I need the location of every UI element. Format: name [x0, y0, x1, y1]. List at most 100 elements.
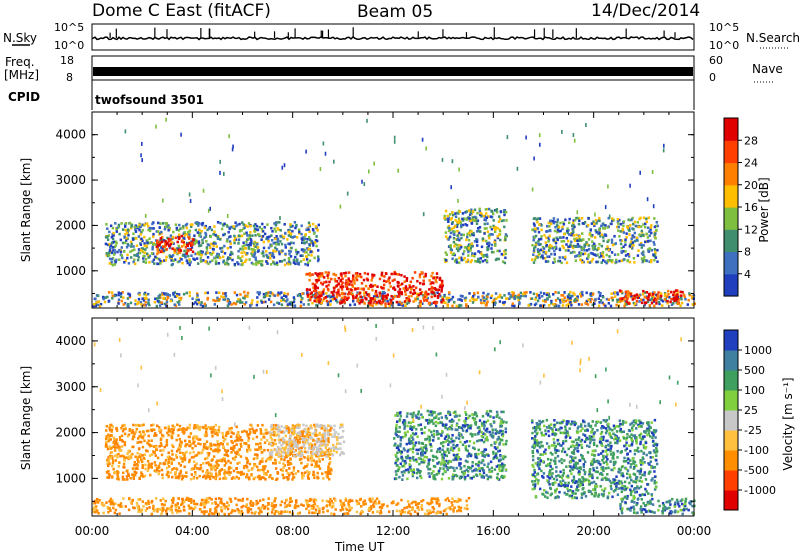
heatmap-cell — [317, 223, 320, 227]
heatmap-cell — [144, 261, 148, 264]
heatmap-cell — [136, 225, 140, 228]
heatmap-cell — [613, 243, 616, 246]
heatmap-cell — [136, 467, 139, 470]
heatmap-cell — [286, 298, 289, 301]
heatmap-cell — [306, 272, 309, 276]
heatmap-cell — [434, 302, 437, 305]
heatmap-cell — [680, 294, 683, 297]
heatmap-cell — [375, 303, 378, 306]
heatmap-cell — [501, 301, 505, 304]
heatmap-cell — [152, 227, 155, 230]
heatmap-cell — [200, 498, 204, 502]
heatmap-cell — [563, 232, 566, 236]
heatmap-cell — [328, 503, 332, 507]
heatmap-cell — [424, 292, 427, 295]
heatmap-cell — [329, 501, 332, 505]
heatmap-cell — [360, 275, 363, 279]
heatmap-cell — [167, 451, 170, 455]
heatmap-cell — [422, 275, 426, 279]
heatmap-cell — [502, 253, 505, 257]
heatmap-cell — [598, 255, 601, 259]
heatmap-cell — [215, 255, 218, 258]
heatmap-cell — [152, 504, 155, 508]
heatmap-cell — [561, 227, 564, 231]
heatmap-cell — [137, 301, 140, 305]
heatmap-cell — [151, 260, 154, 263]
heatmap-cell — [604, 234, 608, 237]
heatmap-cell — [134, 224, 137, 227]
heatmap-cell — [108, 243, 111, 246]
heatmap-cell — [286, 292, 289, 296]
heatmap-cell — [108, 462, 111, 466]
heatmap-cell — [581, 222, 584, 225]
heatmap-cell — [112, 249, 115, 252]
heatmap-cell — [291, 229, 294, 233]
heatmap-cell — [414, 500, 417, 504]
heatmap-cell — [206, 291, 209, 295]
heatmap-cell — [215, 460, 218, 464]
heatmap-cell — [483, 299, 486, 303]
heatmap-cell — [155, 124, 157, 129]
heatmap-cell — [196, 294, 199, 297]
heatmap-cell — [251, 234, 254, 237]
heatmap-cell — [604, 304, 607, 308]
heatmap-cell — [547, 249, 551, 252]
heatmap-cell — [307, 427, 311, 430]
heatmap-cell — [108, 254, 111, 257]
heatmap-cell — [281, 249, 284, 253]
heatmap-cell — [269, 263, 273, 266]
heatmap-cell — [351, 293, 354, 297]
heatmap-cell — [284, 243, 287, 247]
heatmap-cell — [144, 300, 147, 304]
heatmap-cell — [316, 286, 319, 290]
heatmap-cell — [466, 260, 470, 263]
heatmap-cell — [315, 280, 318, 284]
heatmap-cell — [538, 296, 541, 300]
heatmap-cell — [192, 499, 196, 503]
heatmap-cell — [423, 512, 427, 516]
heatmap-cell — [275, 467, 278, 470]
heatmap-cell — [595, 254, 598, 257]
heatmap-cell — [332, 502, 335, 505]
heatmap-cell — [586, 260, 590, 264]
heatmap-cell — [556, 221, 559, 224]
heatmap-cell — [290, 500, 293, 503]
heatmap-cell — [337, 282, 340, 286]
heatmap-cell — [598, 231, 601, 235]
heatmap-cell — [216, 504, 220, 508]
heatmap-cell — [209, 235, 213, 239]
heatmap-cell — [235, 443, 238, 446]
heatmap-cell — [216, 235, 219, 239]
heatmap-cell — [230, 303, 233, 306]
heatmap-cell — [653, 243, 656, 246]
heatmap-cell — [511, 294, 515, 297]
heatmap-cell — [279, 503, 282, 507]
heatmap-cell — [270, 448, 273, 452]
heatmap-cell — [146, 459, 150, 463]
heatmap-cell — [367, 508, 371, 511]
heatmap-cell — [407, 298, 411, 301]
heatmap-cell — [183, 500, 186, 504]
heatmap-cell — [139, 455, 142, 459]
heatmap-cell — [203, 512, 206, 516]
heatmap-cell — [123, 428, 126, 431]
heatmap-cell — [155, 245, 158, 249]
heatmap-cell — [452, 240, 456, 244]
heatmap-cell — [253, 453, 257, 456]
heatmap-cell — [127, 302, 130, 306]
heatmap-cell — [225, 432, 228, 436]
heatmap-cell — [552, 293, 555, 296]
heatmap-cell — [646, 248, 650, 251]
power-cbar-label: Power [dB] — [757, 177, 771, 242]
heatmap-cell — [538, 252, 541, 255]
heatmap-cell — [602, 303, 606, 306]
heatmap-cell — [203, 502, 206, 506]
heatmap-cell — [273, 227, 276, 231]
heatmap-cell — [141, 464, 144, 467]
station-title: Dome C East (fitACF) — [92, 1, 271, 21]
heatmap-cell — [229, 245, 232, 249]
heatmap-cell — [287, 426, 290, 429]
heatmap-cell — [662, 148, 665, 153]
heatmap-cell — [168, 244, 171, 248]
heatmap-cell — [556, 230, 559, 234]
